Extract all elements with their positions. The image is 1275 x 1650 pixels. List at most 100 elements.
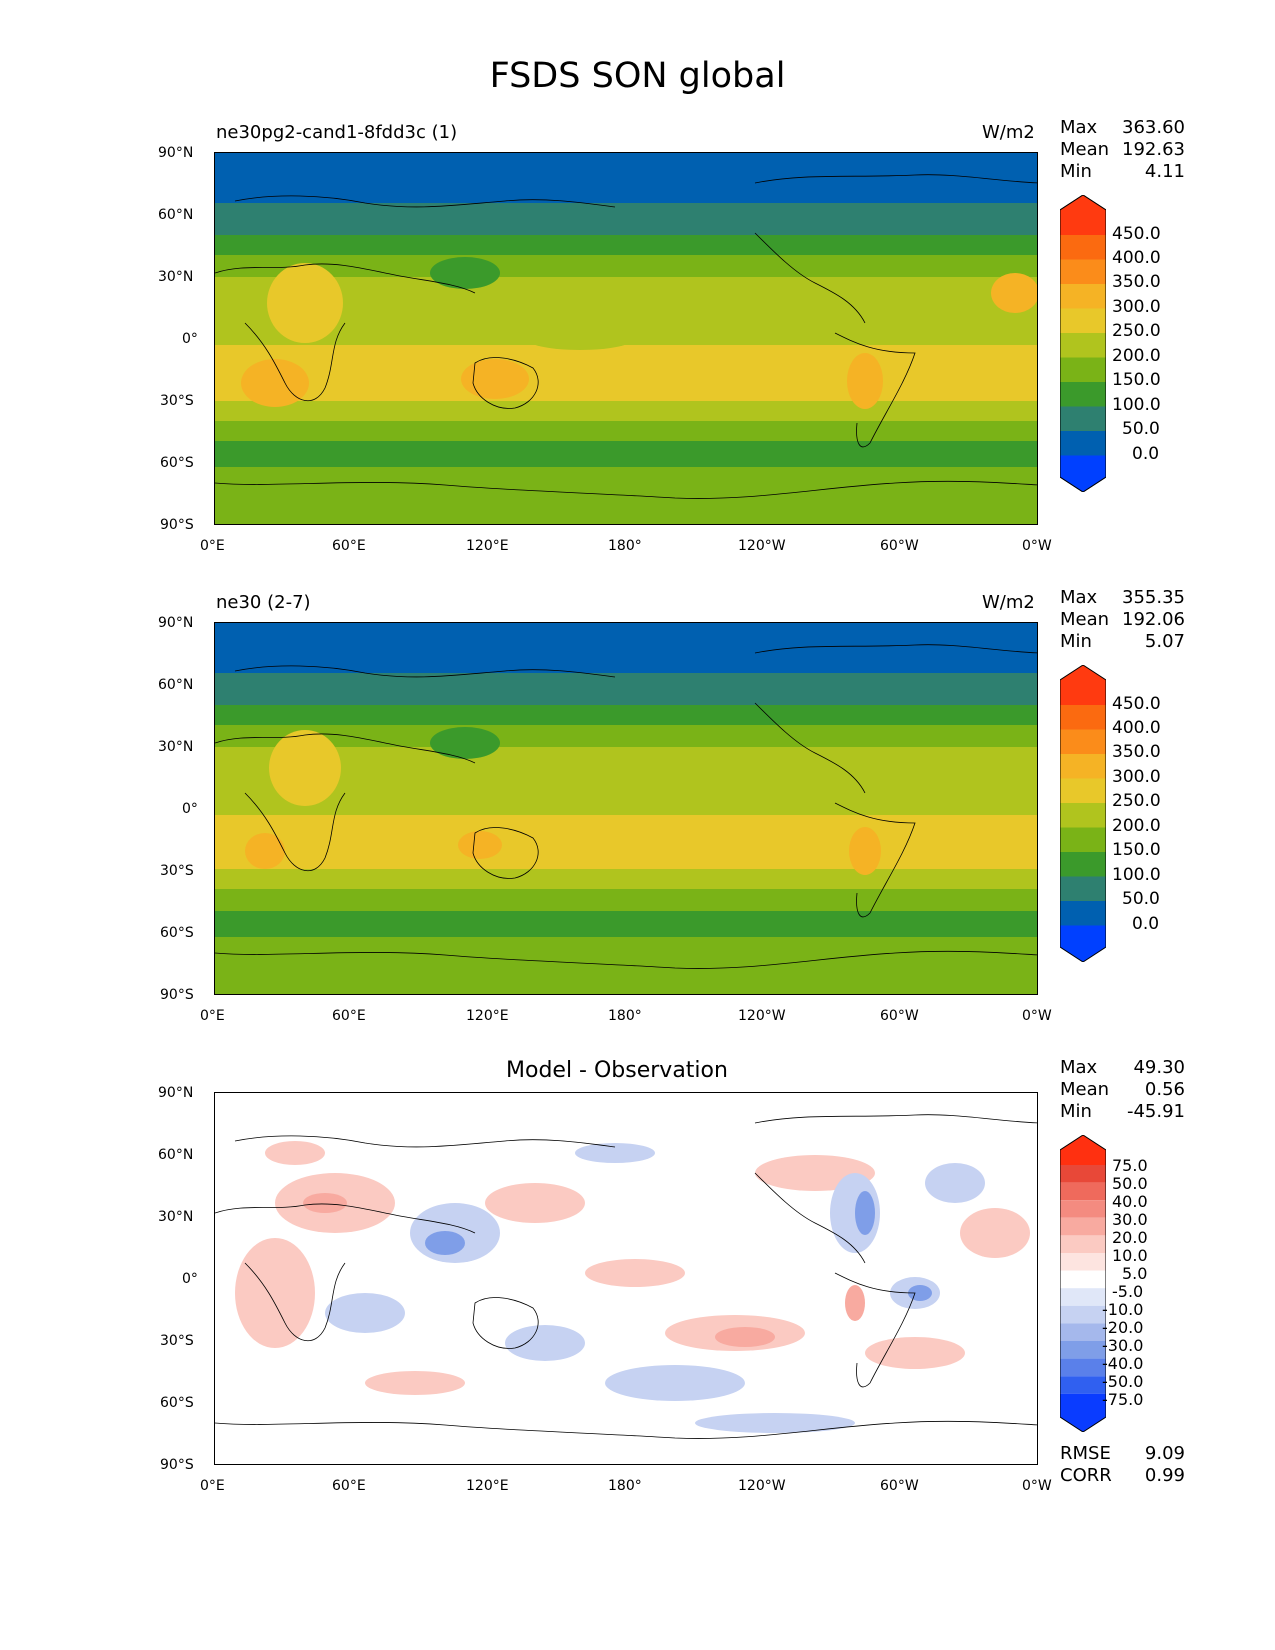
p2-lat-60n: 60°N xyxy=(158,677,194,693)
p3-lat-90s: 90°S xyxy=(160,1457,194,1473)
p1-lon-60e: 60°E xyxy=(332,538,366,554)
panel-2-min-value: 5.07 xyxy=(1144,631,1185,652)
africa-desert xyxy=(269,730,341,806)
p3-lat-0: 0° xyxy=(182,1271,198,1287)
panel-1-colorbar xyxy=(1060,195,1106,492)
band-antarctic xyxy=(215,467,1037,524)
band-subtropic-north xyxy=(215,277,1037,337)
p3-cb-neg5: -5.0 xyxy=(1112,1282,1144,1301)
p3-cb-neg10: -10.0 xyxy=(1102,1300,1144,1319)
p2-lat-60s: 60°S xyxy=(160,925,194,941)
p3-lat-60n: 60°N xyxy=(158,1147,194,1163)
p2-lat-30s: 30°S xyxy=(160,863,194,879)
p2-lon-120e: 120°E xyxy=(466,1008,509,1024)
p1-cb-400: 400.0 xyxy=(1112,248,1161,268)
p2-lat-0: 0° xyxy=(182,801,198,817)
p2-cb-100: 100.0 xyxy=(1112,865,1161,885)
p3-lon-120w: 120°W xyxy=(738,1478,786,1494)
p3-lat-30n: 30°N xyxy=(158,1209,194,1225)
panel-1-label: ne30pg2-cand1-8fdd3c (1) xyxy=(216,122,458,143)
p1-cb-150: 150.0 xyxy=(1112,370,1161,390)
p1-lat-60s: 60°S xyxy=(160,455,194,471)
andes-high xyxy=(849,827,881,875)
panel-3-max-label: Max xyxy=(1060,1057,1098,1078)
p1-cb-100: 100.0 xyxy=(1112,395,1161,415)
p1-lon-120e: 120°E xyxy=(466,538,509,554)
p3-cb-50: 50.0 xyxy=(1112,1174,1148,1193)
asia-green xyxy=(430,257,500,289)
p1-lat-30n: 30°N xyxy=(158,269,194,285)
p3-lat-60s: 60°S xyxy=(160,1395,194,1411)
band-southern-ocean xyxy=(215,911,1037,941)
panel-1-max-value: 363.60 xyxy=(1122,117,1185,138)
p3-lat-90n: 90°N xyxy=(158,1085,194,1101)
p1-lat-0: 0° xyxy=(182,331,198,347)
figure-title: FSDS SON global xyxy=(489,56,786,96)
p2-cb-200: 200.0 xyxy=(1112,816,1161,836)
p3-cb-neg75: -75.0 xyxy=(1102,1390,1144,1409)
corr-label: CORR xyxy=(1060,1465,1112,1486)
p3-lon-60e: 60°E xyxy=(332,1478,366,1494)
p1-cb-300: 300.0 xyxy=(1112,297,1161,317)
p2-lon-60e: 60°E xyxy=(332,1008,366,1024)
p3-cb-10: 10.0 xyxy=(1112,1246,1148,1265)
p3-cb-20: 20.0 xyxy=(1112,1228,1148,1247)
p1-lat-60n: 60°N xyxy=(158,207,194,223)
band-southern-ocean xyxy=(215,441,1037,471)
p1-lon-60w: 60°W xyxy=(880,538,919,554)
p2-lat-90s: 90°S xyxy=(160,987,194,1003)
panel-1-min-value: 4.11 xyxy=(1144,161,1185,182)
band-south-tropic xyxy=(215,345,1037,407)
andes-high xyxy=(847,353,883,409)
p3-lon-180: 180° xyxy=(608,1478,642,1494)
p3-cb-neg40: -40.0 xyxy=(1102,1354,1144,1373)
australia-high xyxy=(461,359,529,399)
panel-2-label: ne30 (2-7) xyxy=(216,592,311,613)
positive-anomalies xyxy=(235,1141,1030,1395)
p1-lon-0w: 0°W xyxy=(1022,538,1052,554)
panel-3-title: Model - Observation xyxy=(506,1058,728,1083)
p3-cb-5: 5.0 xyxy=(1122,1264,1148,1283)
panel-1-unit: W/m2 xyxy=(982,122,1035,143)
p2-cb-0: 0.0 xyxy=(1132,914,1160,934)
p3-cb-neg50: -50.0 xyxy=(1102,1372,1144,1391)
p1-cb-50: 50.0 xyxy=(1122,419,1160,439)
band-subtropic-north xyxy=(215,747,1037,807)
p2-lat-30n: 30°N xyxy=(158,739,194,755)
p1-lon-180: 180° xyxy=(608,538,642,554)
p1-lon-120w: 120°W xyxy=(738,538,786,554)
p3-cb-30: 30.0 xyxy=(1112,1210,1148,1229)
panel-2-mean-label: Mean xyxy=(1060,609,1110,630)
panel-3-min-value: -45.91 xyxy=(1126,1101,1185,1122)
panel-3-mean-value: 0.56 xyxy=(1144,1079,1185,1100)
panel-1-min-label: Min xyxy=(1060,161,1092,182)
panel-1-max-label: Max xyxy=(1060,117,1098,138)
panel-3-max-value: 49.30 xyxy=(1133,1057,1185,1078)
p2-cb-50: 50.0 xyxy=(1122,889,1160,909)
p1-lat-30s: 30°S xyxy=(160,393,194,409)
warm-pool xyxy=(525,326,635,350)
p2-lon-60w: 60°W xyxy=(880,1008,919,1024)
p3-lat-30s: 30°S xyxy=(160,1333,194,1349)
p1-cb-0: 0.0 xyxy=(1132,444,1160,464)
p3-cb-neg30: -30.0 xyxy=(1102,1336,1144,1355)
p2-cb-400: 400.0 xyxy=(1112,718,1161,738)
p1-cb-200: 200.0 xyxy=(1112,346,1161,366)
p3-cb-neg20: -20.0 xyxy=(1102,1318,1144,1337)
panel-2-map xyxy=(214,622,1038,995)
panel-2-max-value: 355.35 xyxy=(1122,587,1185,608)
p2-cb-450: 450.0 xyxy=(1112,694,1161,714)
p1-cb-250: 250.0 xyxy=(1112,321,1161,341)
rmse-value: 9.09 xyxy=(1144,1443,1185,1464)
p2-cb-150: 150.0 xyxy=(1112,840,1161,860)
panel-2-colorbar xyxy=(1060,665,1106,962)
p2-cb-300: 300.0 xyxy=(1112,767,1161,787)
p3-lon-60w: 60°W xyxy=(880,1478,919,1494)
corr-value: 0.99 xyxy=(1144,1465,1185,1486)
panel-1-map xyxy=(214,152,1038,525)
south-africa-high xyxy=(241,359,309,407)
p1-lat-90s: 90°S xyxy=(160,517,194,533)
panel-2-min-label: Min xyxy=(1060,631,1092,652)
panel-2-unit: W/m2 xyxy=(982,592,1035,613)
p2-lon-0e: 0°E xyxy=(200,1008,225,1024)
